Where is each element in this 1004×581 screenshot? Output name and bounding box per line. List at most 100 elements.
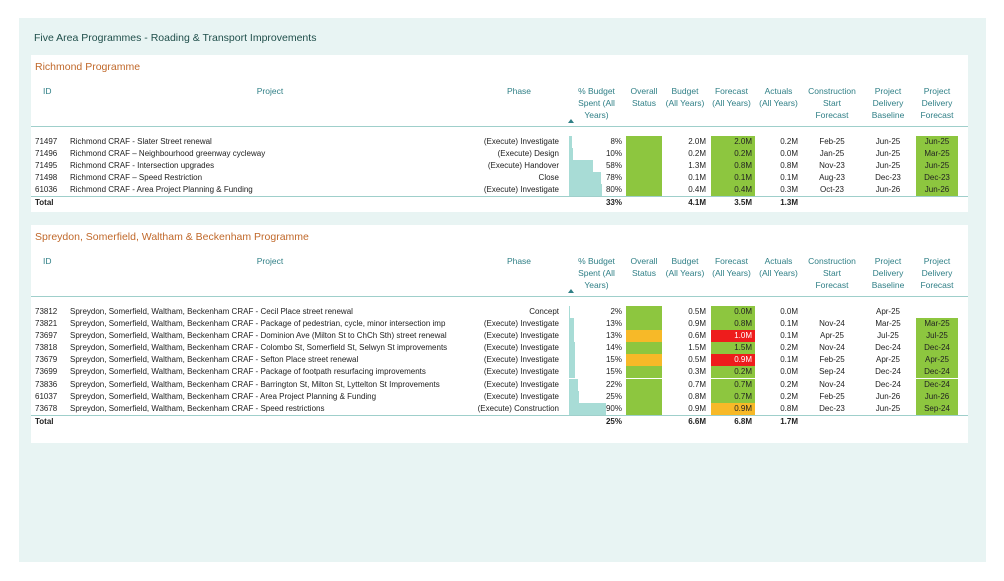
table-row[interactable]: 73697 Spreydon, Somerfield, Waltham, Beck…	[31, 330, 968, 343]
table-row[interactable]: 73678 Spreydon, Somerfield, Waltham, Beck…	[31, 402, 968, 415]
project-id: 73812	[35, 307, 58, 316]
forecast-value: 0.0M	[711, 306, 755, 318]
budget-spent-value: 8%	[610, 137, 622, 146]
header-overall-status-line: Overall	[630, 256, 658, 266]
sort-ascending-icon[interactable]	[568, 119, 574, 123]
table-row[interactable]: 61037 Spreydon, Somerfield, Waltham, Beck…	[31, 390, 968, 403]
header-delivery-forecast-line: Delivery	[921, 98, 953, 108]
header-forecast[interactable]: Forecast (All Years)	[711, 255, 755, 279]
project-phase: (Execute) Design	[497, 149, 559, 159]
table-row[interactable]: 73818 Spreydon, Somerfield, Waltham, Beck…	[31, 342, 968, 355]
total-actuals: 1.3M	[780, 198, 798, 208]
budget-spent-value: 2%	[610, 307, 622, 316]
header-delivery-forecast[interactable]: Project Delivery Forecast	[916, 85, 958, 121]
project-name: Spreydon, Somerfield, Waltham, Beckenham…	[70, 379, 440, 389]
budget-value: 0.4M	[688, 185, 706, 195]
budget-spent-cell: 8%	[569, 136, 624, 148]
delivery-baseline: Apr-25	[875, 355, 900, 365]
header-budget-spent-pct[interactable]: % Budget Spent (All Years)	[569, 255, 624, 291]
project-id: 71495	[35, 161, 58, 171]
header-budget[interactable]: Budget (All Years)	[664, 255, 708, 279]
total-label: Total	[35, 198, 54, 208]
header-budget-spent-pct-line: Years)	[584, 280, 609, 290]
delivery-baseline: Jun-25	[875, 161, 901, 171]
overall-status-indicator	[626, 318, 662, 331]
construction-start-forecast: Feb-25	[819, 137, 845, 146]
delivery-forecast: Dec-24	[916, 366, 958, 379]
actuals-value: 0.2M	[780, 391, 798, 401]
project-name: Richmond CRAF – Neighbourhood greenway c…	[70, 149, 266, 159]
sort-ascending-icon[interactable]	[568, 289, 574, 293]
budget-spent-cell: 78%	[569, 172, 624, 185]
total-forecast: 6.8M	[734, 416, 752, 426]
budget-spent-bar	[569, 136, 573, 148]
delivery-forecast: Apr-25	[916, 354, 958, 367]
construction-start-forecast: Apr-25	[819, 331, 844, 341]
project-name: Spreydon, Somerfield, Waltham, Beckenham…	[70, 307, 353, 316]
project-phase: Concept	[529, 307, 559, 316]
delivery-forecast: Dec-24	[916, 378, 958, 391]
header-phase[interactable]: Phase	[506, 256, 532, 266]
budget-spent-cell: 10%	[569, 148, 624, 161]
header-actuals[interactable]: Actuals (All Years)	[759, 85, 801, 109]
forecast-value: 1.5M	[711, 342, 755, 355]
header-delivery-forecast[interactable]: Project Delivery Forecast	[916, 255, 958, 291]
header-construction-start[interactable]: Construction Start Forecast	[804, 85, 860, 121]
header-delivery-baseline[interactable]: Project Delivery Baseline	[864, 255, 912, 291]
header-project[interactable]: Project	[256, 86, 284, 96]
header-id[interactable]: ID	[43, 86, 52, 96]
header-budget-spent-pct-line: Years)	[584, 110, 609, 120]
budget-value: 0.3M	[688, 367, 706, 377]
header-overall-status[interactable]: Overall Status	[626, 255, 662, 279]
table-row[interactable]: 71496 Richmond CRAF – Neighbourhood green…	[31, 148, 968, 161]
header-forecast[interactable]: Forecast (All Years)	[711, 85, 755, 109]
project-name: Spreydon, Somerfield, Waltham, Beckenham…	[70, 331, 447, 341]
budget-spent-value: 15%	[605, 355, 622, 365]
header-budget-spent-pct-line: Spent (All	[578, 98, 615, 108]
budget-value: 2.0M	[688, 137, 706, 146]
header-forecast-line: Forecast	[714, 86, 749, 96]
header-construction-start[interactable]: Construction Start Forecast	[804, 255, 860, 291]
table-row[interactable]: 73821 Spreydon, Somerfield, Waltham, Beck…	[31, 318, 968, 331]
budget-spent-bar	[569, 366, 576, 379]
header-id[interactable]: ID	[43, 256, 52, 266]
delivery-forecast: Sep-24	[916, 402, 958, 415]
project-name: Richmond CRAF – Speed Restriction	[70, 173, 203, 183]
header-budget[interactable]: Budget (All Years)	[664, 85, 708, 109]
programme-table: ID Project Phase % Budget Spent (All Years) Ov…	[31, 83, 968, 210]
overall-status-indicator	[626, 390, 662, 403]
budget-spent-bar	[569, 342, 575, 355]
header-actuals-line: (All Years)	[759, 268, 798, 278]
table-row[interactable]: 71498 Richmond CRAF – Speed Restriction Cl…	[31, 172, 968, 185]
table-row[interactable]: 71495 Richmond CRAF - Intersection upgrad…	[31, 160, 968, 173]
header-construction-start-line: Construction	[808, 256, 856, 266]
header-forecast-line: Forecast	[714, 256, 749, 266]
header-construction-start-line: Construction	[808, 86, 856, 96]
table-row[interactable]: 73699 Spreydon, Somerfield, Waltham, Beck…	[31, 366, 968, 379]
forecast-value: 0.7M	[711, 390, 755, 403]
table-row[interactable]: 73679 Spreydon, Somerfield, Waltham, Beck…	[31, 354, 968, 367]
report-canvas: Five Area Programmes - Roading & Transpo…	[19, 18, 986, 562]
header-actuals[interactable]: Actuals (All Years)	[759, 255, 801, 279]
header-project[interactable]: Project	[256, 256, 284, 266]
header-forecast-line: (All Years)	[712, 98, 751, 108]
table-row[interactable]: 61036 Richmond CRAF - Area Project Planni…	[31, 184, 968, 197]
table-row[interactable]: 73812 Spreydon, Somerfield, Waltham, Beck…	[31, 306, 968, 318]
budget-spent-value: 25%	[605, 391, 622, 401]
table-row[interactable]: 71497 Richmond CRAF - Slater Street renew…	[31, 136, 968, 148]
delivery-baseline: Dec-24	[875, 379, 901, 389]
header-delivery-baseline[interactable]: Project Delivery Baseline	[864, 85, 912, 121]
total-row: Total 25% 6.6M 6.8M 1.7M	[31, 414, 968, 428]
header-budget-spent-pct[interactable]: % Budget Spent (All Years)	[569, 85, 624, 121]
actuals-value: 0.8M	[780, 403, 798, 413]
budget-value: 0.1M	[688, 173, 706, 183]
header-budget-line: (All Years)	[665, 98, 705, 108]
project-name: Richmond CRAF - Area Project Planning & …	[70, 185, 253, 195]
actuals-value: 0.0M	[780, 367, 798, 377]
header-phase[interactable]: Phase	[506, 86, 532, 96]
budget-spent-cell: 90%	[569, 402, 624, 415]
header-overall-status[interactable]: Overall Status	[626, 85, 662, 109]
table-row[interactable]: 73836 Spreydon, Somerfield, Waltham, Beck…	[31, 378, 968, 391]
total-budget-spent-value: 33%	[605, 198, 622, 208]
budget-spent-bar	[569, 184, 602, 197]
